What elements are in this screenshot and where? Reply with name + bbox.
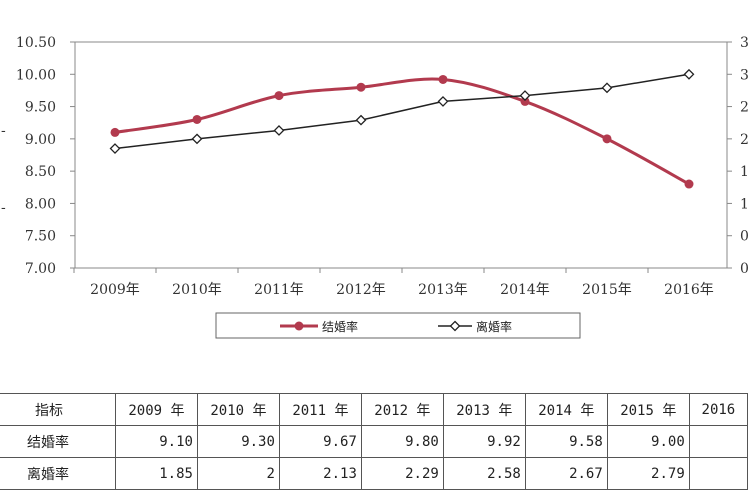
data-point-marriage-rate xyxy=(274,91,284,101)
data-point-marriage-rate xyxy=(520,96,530,106)
data-point-divorce-rate xyxy=(437,95,449,107)
table-cell: 2.58 xyxy=(442,457,526,490)
table-cell: 9.00 xyxy=(606,425,690,458)
table-row: 结婚率 9.10 9.30 9.67 9.80 9.92 9.58 9.00 xyxy=(0,425,749,458)
data-point-divorce-rate xyxy=(191,133,203,145)
legend-label-divorce-rate: 离婚率 xyxy=(476,319,512,334)
legend-marker-divorce-rate xyxy=(449,320,461,332)
table-header-year: 2014 年 xyxy=(524,393,608,426)
y-left-tick-label: 7.50 xyxy=(25,229,56,245)
series-line-divorce-rate xyxy=(114,73,690,150)
y-right-tick-label: 3 xyxy=(740,67,749,83)
x-tick-label: 2016年 xyxy=(664,282,714,298)
y-right-tick-label: 3 xyxy=(740,35,749,51)
series-line-marriage-rate xyxy=(114,77,690,186)
table-row-label: 结婚率 xyxy=(0,425,116,458)
y-left-tick-label: 8.00 xyxy=(25,196,56,212)
y-right-tick-label: 2 xyxy=(740,100,749,116)
table-cell: 9.10 xyxy=(114,425,198,458)
table-cell: 9.58 xyxy=(524,425,608,458)
data-point-divorce-rate xyxy=(601,82,613,94)
table-cell: 9.80 xyxy=(360,425,444,458)
table-header-year: 2015 年 xyxy=(606,393,690,426)
y-left-tick-label: 10.50 xyxy=(16,35,56,51)
data-table: 指标 2009 年 2010 年 2011 年 2012 年 2013 年 2014 年 20… xyxy=(0,393,749,490)
table-header-year: 2011 年 xyxy=(278,393,362,426)
data-point-divorce-rate xyxy=(109,143,121,154)
table-row: 离婚率 1.85 2 2.13 2.29 2.58 2.67 2.79 xyxy=(0,457,749,490)
y-right-tick-label: 2 xyxy=(740,132,749,148)
y-left-tick-label: 7.00 xyxy=(25,261,56,277)
table-header-year: 2016 xyxy=(688,393,749,426)
table-cell: 2.13 xyxy=(278,457,362,490)
x-tick-label: 2010年 xyxy=(172,282,222,298)
table-cell: 9.92 xyxy=(442,425,526,458)
table-header-year: 2013 年 xyxy=(442,393,526,426)
x-tick-label: 2011年 xyxy=(254,282,304,298)
table-header-year: 2012 年 xyxy=(360,393,444,426)
table-cell xyxy=(688,425,749,458)
x-tick-label: 2014年 xyxy=(500,282,550,298)
y-left-tick-label: 9.50 xyxy=(25,100,56,116)
y-left-tick-label: 8.50 xyxy=(25,164,56,180)
y-axis-side-mark: - xyxy=(1,200,6,216)
data-point-marriage-rate xyxy=(684,179,694,189)
table-cell: 9.30 xyxy=(196,425,280,458)
data-point-marriage-rate xyxy=(110,127,120,137)
line-chart: - - 7.00 7.50 8.00 8.50 9.00 9.50 10.00 10.50 0… xyxy=(1,35,749,339)
data-point-divorce-rate xyxy=(519,90,531,102)
data-point-divorce-rate xyxy=(355,114,367,126)
x-tick-label: 2015年 xyxy=(582,282,632,298)
table-row-label: 离婚率 xyxy=(0,457,116,490)
table-cell xyxy=(688,457,749,490)
table-cell: 9.67 xyxy=(278,425,362,458)
data-point-divorce-rate xyxy=(683,68,695,80)
y-right-tick-label: 0 xyxy=(740,261,749,277)
table-cell: 2.29 xyxy=(360,457,444,490)
y-right-tick-label: 1 xyxy=(740,196,749,212)
data-point-marriage-rate xyxy=(602,134,612,144)
y-right-tick-label: 1 xyxy=(740,164,749,180)
table-cell: 2.79 xyxy=(606,457,690,490)
legend-box xyxy=(215,312,581,339)
x-tick-label: 2013年 xyxy=(418,282,468,298)
table-header-year: 2010 年 xyxy=(196,393,280,426)
table-cell: 2.67 xyxy=(524,457,608,490)
data-point-marriage-rate xyxy=(438,74,448,84)
legend-marker-marriage-rate xyxy=(294,321,304,331)
table-header-year: 2009 年 xyxy=(114,393,198,426)
x-tick-label: 2009年 xyxy=(90,282,140,298)
table-header-indicator: 指标 xyxy=(0,393,116,426)
table-header-row: 指标 2009 年 2010 年 2011 年 2012 年 2013 年 2014 年 20… xyxy=(0,393,749,426)
legend-label-marriage-rate: 结婚率 xyxy=(322,319,358,334)
y-left-tick-label: 10.00 xyxy=(16,67,56,83)
x-tick-label: 2012年 xyxy=(336,282,386,298)
table-cell: 1.85 xyxy=(114,457,198,490)
data-point-marriage-rate xyxy=(356,82,366,92)
data-point-divorce-rate xyxy=(273,125,285,136)
y-right-tick-label: 0 xyxy=(740,229,749,245)
data-point-marriage-rate xyxy=(192,114,202,124)
y-axis-side-mark: - xyxy=(1,123,6,139)
y-left-tick-label: 9.00 xyxy=(25,132,56,148)
table-cell: 2 xyxy=(196,457,280,490)
